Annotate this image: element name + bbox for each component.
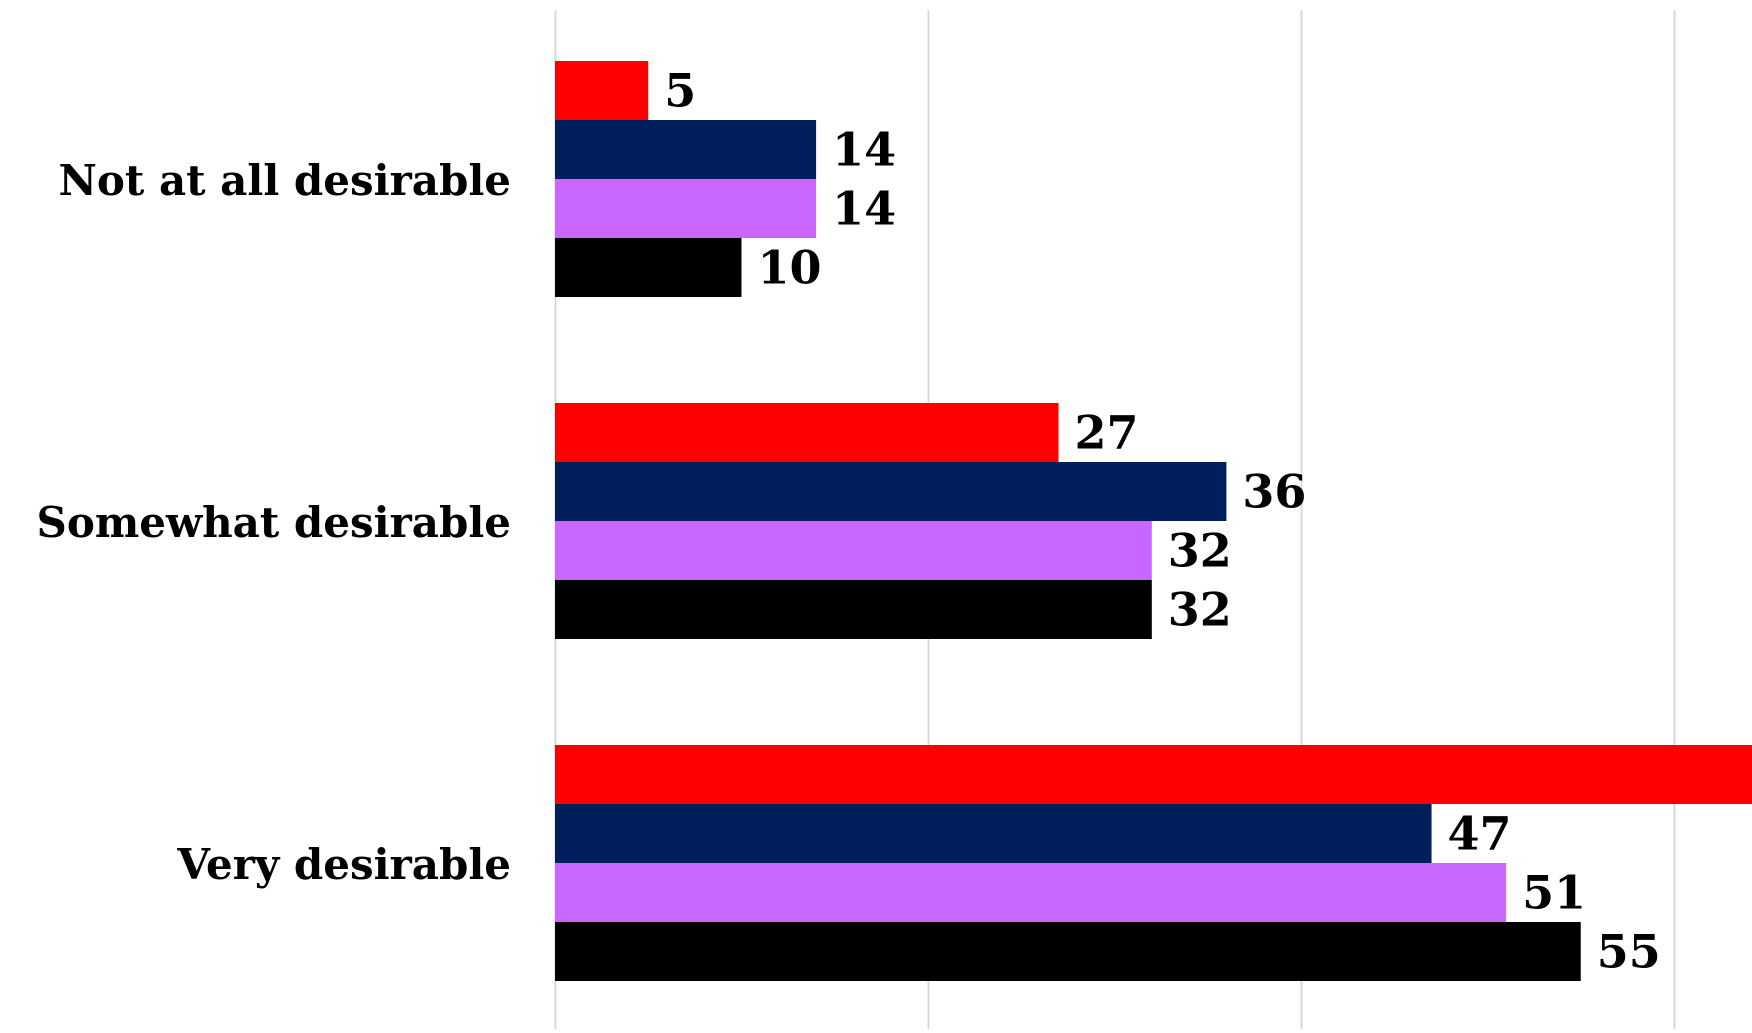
bar: [555, 745, 1752, 804]
data-label: 55: [1597, 925, 1661, 979]
bar: [555, 238, 742, 297]
bar: [555, 403, 1059, 462]
data-label: 10: [758, 241, 822, 295]
data-label: 5: [664, 64, 696, 118]
data-label: 32: [1168, 524, 1232, 578]
category-label: Somewhat desirable: [36, 498, 511, 547]
bar: [555, 521, 1152, 580]
bar: [555, 61, 649, 120]
data-label: 32: [1168, 583, 1232, 637]
data-label: 27: [1075, 406, 1139, 460]
category-label: Not at all desirable: [59, 156, 511, 205]
bar: [555, 580, 1152, 639]
data-label: 14: [832, 182, 896, 236]
category-labels: Not at all desirable Somewhat desirable Ve…: [36, 156, 511, 889]
data-label: 47: [1448, 807, 1512, 861]
data-labels: 51414102736323266475155: [664, 64, 1661, 979]
category-label: Very desirable: [176, 840, 511, 889]
bar: [555, 922, 1581, 981]
bar: [555, 179, 817, 238]
bar: [555, 804, 1432, 863]
data-label: 51: [1522, 866, 1586, 920]
bar: [555, 462, 1227, 521]
bars: [555, 61, 1752, 981]
data-label: 14: [832, 123, 896, 177]
bar: [555, 863, 1507, 922]
data-label: 36: [1242, 465, 1306, 519]
bar: [555, 120, 817, 179]
